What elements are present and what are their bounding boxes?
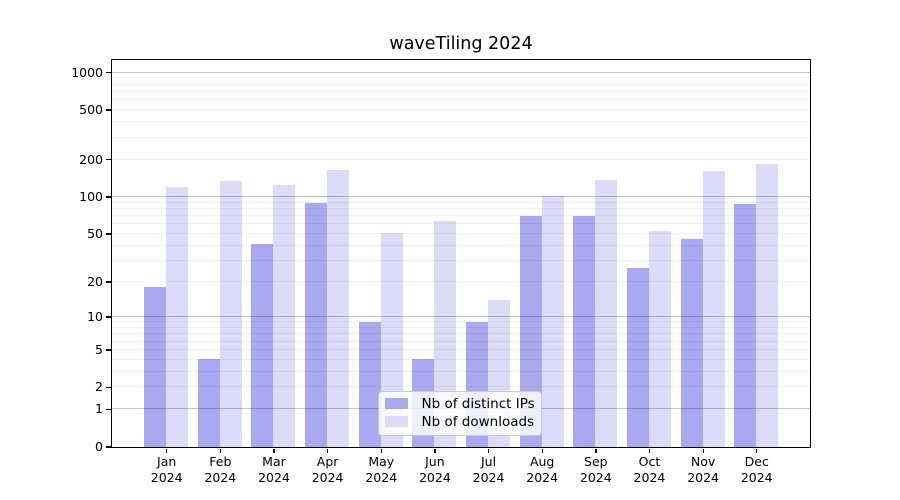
x-tick-label-dec: Dec 2024 [741, 454, 773, 485]
y-tick-label: 50 [87, 225, 103, 241]
chart-title: waveTiling 2024 [389, 34, 533, 54]
legend-item-distinct-ips: Nb of distinct IPs [384, 395, 535, 413]
x-tick-year: 2024 [365, 469, 398, 485]
bar-nov-downloads [702, 171, 725, 447]
x-tick-label-nov: Nov 2024 [687, 454, 719, 485]
x-tick-month: Nov [690, 454, 716, 469]
x-tick-month: Feb [209, 454, 232, 469]
x-tick-year: 2024 [472, 469, 505, 485]
x-tick-label-apr: Apr 2024 [312, 454, 344, 485]
bar-aug-distinct-ips [519, 216, 542, 447]
x-tick-mark [541, 448, 543, 453]
bar-nov-distinct-ips [680, 239, 703, 447]
x-tick-label-jul: Jul 2024 [473, 454, 505, 485]
bar-sep-downloads [595, 180, 618, 447]
x-tick-mark [327, 448, 329, 453]
bar-dec-distinct-ips [734, 203, 757, 447]
x-tick-label-feb: Feb 2024 [204, 454, 236, 485]
bar-oct-distinct-ips [626, 267, 649, 447]
bar-dec-downloads [756, 164, 779, 447]
x-tick-year: 2024 [311, 469, 344, 485]
x-tick-year: 2024 [204, 469, 237, 485]
bar-feb-distinct-ips [197, 359, 220, 447]
x-tick-year: 2024 [526, 469, 559, 485]
x-tick-year: 2024 [579, 469, 612, 485]
y-tick-label: 10 [87, 309, 103, 325]
x-tick-month: Sep [584, 454, 608, 469]
bar-jan-downloads [166, 186, 189, 447]
bar-sep-distinct-ips [573, 216, 596, 447]
x-tick-mark [702, 448, 704, 453]
x-tick-month: Oct [638, 454, 661, 469]
y-tick-label: 1000 [71, 64, 103, 80]
legend: Nb of distinct IPs Nb of downloads [377, 390, 542, 436]
x-tick-label-may: May 2024 [365, 454, 397, 485]
x-tick-month: Aug [529, 454, 555, 469]
bar-mar-distinct-ips [251, 243, 274, 447]
bar-feb-downloads [219, 180, 242, 447]
y-tick-label: 1 [95, 401, 103, 417]
x-tick-mark [166, 448, 168, 453]
x-tick-mark [219, 448, 222, 453]
y-tick-label: 20 [87, 273, 103, 289]
x-tick-label-jan: Jan 2024 [151, 454, 183, 485]
x-tick-month: Apr [316, 454, 339, 469]
x-tick-year: 2024 [633, 469, 666, 485]
x-tick-mark [595, 448, 597, 453]
bars-layer [112, 60, 810, 447]
x-tick-year: 2024 [258, 469, 290, 485]
legend-swatch-distinct-ips [384, 398, 408, 409]
x-tick-label-sep: Sep 2024 [580, 454, 612, 485]
x-tick-mark [756, 448, 758, 453]
y-tick-label: 100 [79, 188, 103, 204]
bar-oct-downloads [648, 231, 671, 447]
x-tick-month: Jul [480, 454, 497, 469]
legend-label-distinct-ips: Nb of distinct IPs [421, 395, 535, 412]
x-tick-label-aug: Aug 2024 [526, 454, 558, 485]
x-tick-year: 2024 [150, 469, 183, 485]
legend-swatch-downloads [384, 416, 408, 427]
x-tick-year: 2024 [740, 469, 773, 485]
x-tick-month: Dec [744, 454, 769, 469]
legend-item-downloads: Nb of downloads [384, 413, 535, 431]
x-tick-month: Jun [425, 454, 445, 469]
x-tick-mark [380, 448, 382, 453]
x-tick-mark [273, 448, 275, 453]
x-tick-label-mar: Mar 2024 [258, 454, 290, 485]
bar-jan-distinct-ips [144, 286, 167, 447]
legend-label-downloads: Nb of downloads [421, 413, 535, 430]
x-tick-mark [434, 448, 436, 453]
y-tick-label: 2 [95, 379, 103, 395]
x-tick-month: Mar [262, 454, 286, 469]
y-tick-label: 5 [95, 341, 103, 357]
x-tick-mark [487, 448, 490, 453]
bar-may-distinct-ips [358, 321, 381, 447]
bar-aug-downloads [541, 195, 564, 447]
x-tick-month: Jan [157, 454, 177, 469]
x-tick-mark [648, 448, 651, 453]
bar-mar-downloads [273, 185, 296, 447]
bar-apr-distinct-ips [305, 202, 328, 447]
plot-area: Nb of distinct IPs Nb of downloads [110, 58, 811, 448]
x-tick-month: May [368, 454, 395, 469]
y-tick-label: 500 [79, 102, 103, 118]
bar-apr-downloads [327, 170, 350, 447]
x-tick-label-jun: Jun 2024 [419, 454, 451, 485]
bar-jun-downloads [434, 221, 457, 447]
x-tick-year: 2024 [418, 469, 451, 485]
x-tick-year: 2024 [687, 469, 719, 485]
y-tick-label: 200 [79, 151, 103, 167]
x-tick-label-oct: Oct 2024 [634, 454, 666, 485]
y-tick-label: 0 [95, 439, 103, 454]
